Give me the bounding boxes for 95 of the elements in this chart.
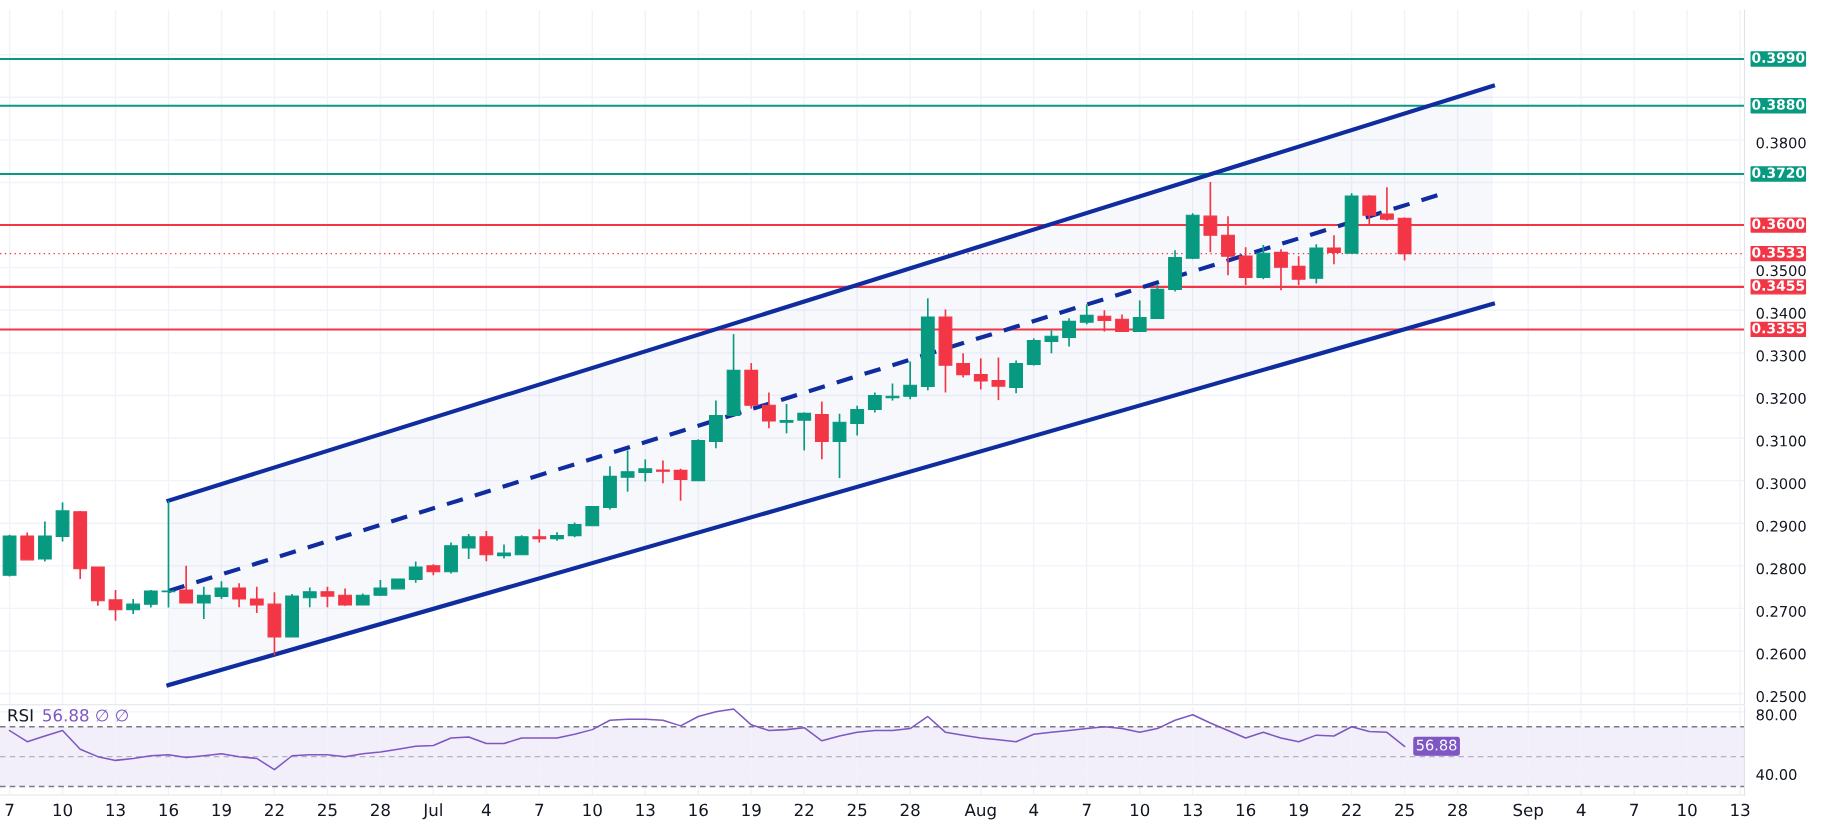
y-tick-label: 40.00 (1756, 769, 1797, 781)
candlestick (479, 530, 494, 562)
candlestick (249, 585, 264, 614)
x-tick-label: 25 (318, 803, 337, 817)
candlestick (408, 560, 423, 584)
x-tick-label: 10 (1678, 803, 1697, 817)
candlestick (196, 585, 211, 620)
x-tick-label: 28 (900, 803, 920, 817)
annotation: 56.88 ∅ ∅ (43, 708, 128, 722)
x-tick-label: 22 (794, 803, 814, 817)
x-tick-label: 19 (742, 803, 761, 817)
y-tick-label: 0.2900 (1756, 520, 1806, 532)
line-series (8, 708, 1406, 771)
x-tick-label: 13 (1731, 803, 1750, 817)
candlestick (302, 586, 317, 608)
candlestick (797, 411, 812, 452)
x-tick-label: 22 (1342, 803, 1361, 817)
candlestick (620, 449, 635, 493)
x-tick-label: Jul (422, 803, 442, 820)
candlestick (1079, 303, 1094, 326)
x-tick-label: 25 (1395, 803, 1414, 817)
y-tick-label: 0.2500 (1756, 691, 1806, 703)
x-tick-label: 7 (535, 803, 544, 817)
candlestick (514, 534, 529, 556)
x-tick-label: 10 (583, 803, 602, 817)
y-tick-label: 0.2800 (1756, 563, 1806, 575)
candlestick (1009, 359, 1024, 395)
ref-line-label: 0.3880 (1752, 99, 1805, 110)
candlestick (638, 458, 653, 483)
x-tick-label: 4 (1576, 803, 1586, 817)
x-tick-label: 28 (371, 803, 390, 817)
x-tick-label: 25 (847, 803, 867, 817)
candlestick (1026, 337, 1041, 367)
x-tick-label: 28 (1448, 803, 1468, 817)
x-tick-label: 10 (1130, 803, 1150, 817)
y-tick-label: 0.3200 (1756, 392, 1806, 404)
x-tick-label: Aug (964, 803, 996, 820)
candlestick (161, 499, 176, 609)
y-tick-label: 0.3300 (1756, 350, 1806, 362)
x-tick-label: 16 (159, 803, 179, 817)
candlestick (656, 459, 670, 485)
candlestick (1380, 186, 1394, 222)
x-tick-label: 16 (1236, 803, 1256, 817)
y-tick-label: 0.3100 (1756, 435, 1806, 447)
x-tick-label: 16 (689, 803, 708, 817)
x-tick-label: 10 (53, 803, 73, 817)
candlestick (1132, 299, 1147, 333)
x-tick-label: 22 (265, 803, 284, 817)
ref-line-label: 0.3455 (1752, 280, 1805, 291)
candlestick (973, 357, 988, 391)
ref-line-label: 0.3355 (1752, 322, 1805, 334)
x-tick-label: 7 (1630, 803, 1639, 817)
y-tick-label: 0.2600 (1756, 648, 1806, 660)
y-tick-label: 80.00 (1756, 709, 1797, 721)
ref-line-label: 0.3533 (1752, 247, 1804, 258)
candlestick (320, 585, 335, 608)
ref-line-label: 0.3720 (1752, 167, 1805, 178)
candlestick (673, 467, 688, 502)
candlestick (1044, 329, 1059, 355)
y-tick-label: 0.3500 (1756, 265, 1806, 277)
x-tick-label: 7 (1082, 803, 1091, 817)
x-tick-label: 13 (106, 803, 125, 817)
candlestick (779, 403, 794, 435)
x-tick-label: Sep (1513, 803, 1543, 820)
y-tick-label: 0.2700 (1756, 605, 1806, 617)
annotation: 56.88 (1416, 739, 1457, 751)
x-tick-label: 7 (5, 803, 14, 817)
candlestick (867, 391, 882, 414)
candlestick (461, 533, 476, 560)
candlestick (903, 360, 918, 401)
x-tick-label: 4 (481, 803, 491, 817)
x-tick-label: 13 (636, 803, 655, 817)
x-tick-label: 19 (1289, 803, 1309, 817)
candlestick (37, 520, 52, 563)
candlestick (20, 531, 35, 561)
candlestick (532, 528, 547, 544)
ref-line-label: 0.3600 (1752, 218, 1805, 230)
candlestick (179, 564, 194, 604)
candlestick (585, 505, 600, 527)
y-tick-label: 0.3000 (1756, 478, 1806, 490)
candlestick (850, 404, 865, 437)
ref-line-label: 0.3990 (1752, 52, 1805, 63)
chart-title: RSI (8, 708, 33, 722)
candlestick (991, 356, 1006, 401)
y-tick-label: 0.3400 (1756, 307, 1806, 319)
candlestick (108, 589, 123, 622)
candlestick (832, 412, 847, 479)
y-tick-label: 0.3800 (1756, 137, 1806, 149)
x-tick-label: 19 (212, 803, 231, 817)
candlestick (761, 391, 776, 430)
candlestick (1062, 317, 1076, 348)
x-tick-label: 4 (1029, 803, 1039, 817)
x-tick-label: 13 (1183, 803, 1202, 817)
candlestick (232, 582, 247, 608)
candlestick (956, 352, 971, 379)
